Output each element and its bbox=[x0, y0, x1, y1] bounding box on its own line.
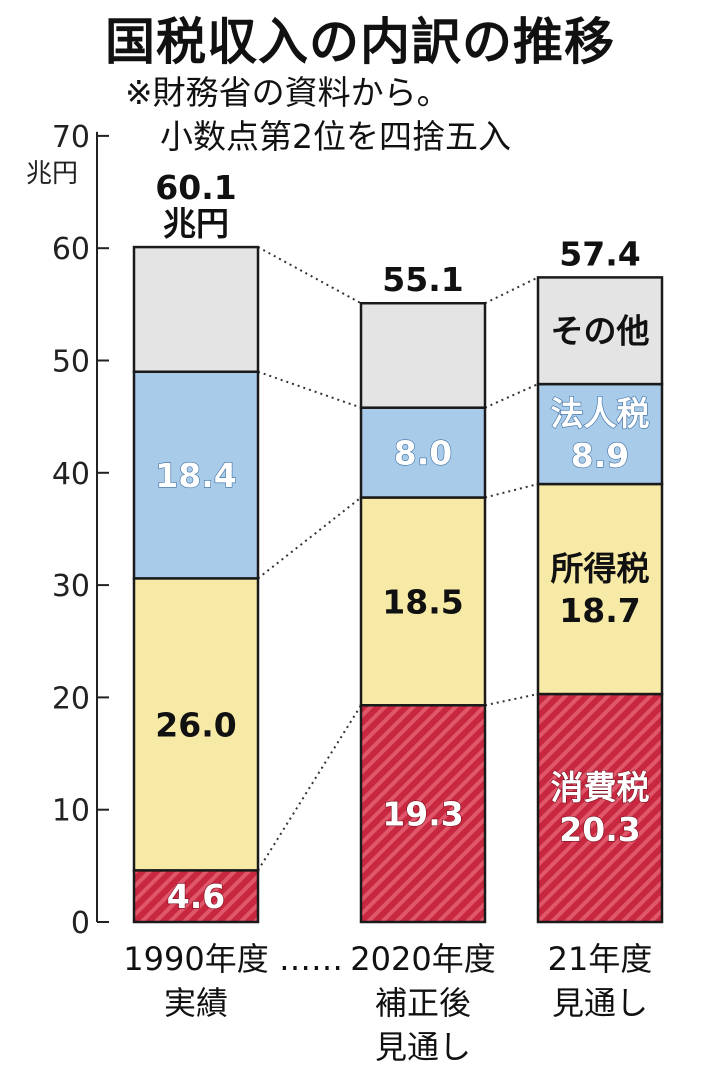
bar-segment bbox=[536, 692, 664, 924]
segment-label: 18.7 bbox=[559, 591, 640, 630]
bar-segment bbox=[132, 245, 260, 373]
y-tick-label: 10 bbox=[52, 794, 90, 829]
y-tick-label: 0 bbox=[71, 906, 90, 941]
segment-label: その他 bbox=[551, 312, 650, 351]
y-tick-label: 70 bbox=[52, 120, 90, 155]
x-category-label: 実績 bbox=[164, 984, 228, 1022]
x-category-label: 見通し bbox=[552, 984, 648, 1022]
connector-line bbox=[484, 693, 539, 707]
rounding-note: 小数点第2位を四捨五入 bbox=[160, 117, 511, 156]
x-category-label: 見通し bbox=[375, 1028, 471, 1065]
y-tick-label: 50 bbox=[52, 345, 90, 380]
bar-segment bbox=[536, 276, 664, 386]
bar-segment bbox=[536, 482, 664, 696]
x-category-label: 1990年度 bbox=[123, 940, 268, 978]
x-category-separator: …… bbox=[279, 940, 343, 978]
segment-label: 法人税 bbox=[551, 394, 650, 433]
segment-label: 18.5 bbox=[382, 582, 463, 621]
source-note: ※財務省の資料から。 bbox=[125, 73, 450, 112]
x-category-label: 補正後 bbox=[375, 984, 471, 1022]
connector-line bbox=[257, 496, 362, 580]
y-unit-label: 兆円 bbox=[26, 159, 78, 189]
connector-line bbox=[484, 276, 539, 305]
segment-label: 4.6 bbox=[167, 877, 225, 916]
connector-line bbox=[257, 246, 362, 305]
y-tick-label: 60 bbox=[52, 232, 90, 267]
bar-total-unit: 兆円 bbox=[163, 204, 229, 243]
y-tick-label: 40 bbox=[52, 457, 90, 492]
bar-segment bbox=[132, 370, 260, 580]
bar-segment bbox=[536, 382, 664, 486]
chart-title: 国税収入の内訳の推移 bbox=[105, 13, 615, 71]
segment-label: 18.4 bbox=[155, 456, 236, 495]
segment-label: 8.0 bbox=[394, 434, 452, 473]
bar-total-label: 60.1 bbox=[155, 168, 236, 207]
y-tick-label: 20 bbox=[52, 681, 90, 716]
connector-line bbox=[257, 704, 362, 871]
bar-segment bbox=[359, 496, 487, 707]
connector-line bbox=[257, 370, 362, 409]
connector-line bbox=[484, 383, 539, 409]
segment-label: 消費税 bbox=[551, 768, 650, 807]
segment-label: 19.3 bbox=[382, 795, 463, 834]
bar-segment bbox=[359, 301, 487, 409]
bar-total-label: 55.1 bbox=[382, 260, 463, 299]
x-category-label: 2020年度 bbox=[350, 940, 495, 978]
segment-label: 20.3 bbox=[559, 810, 640, 849]
segment-label: 8.9 bbox=[571, 436, 629, 475]
bar-total-label: 57.4 bbox=[559, 234, 640, 273]
segment-label: 所得税 bbox=[551, 549, 650, 588]
bar-segment bbox=[359, 406, 487, 499]
segment-label: 26.0 bbox=[155, 705, 236, 744]
y-tick-label: 30 bbox=[52, 569, 90, 604]
x-category-label: 21年度 bbox=[548, 940, 653, 978]
connector-line bbox=[484, 483, 539, 499]
